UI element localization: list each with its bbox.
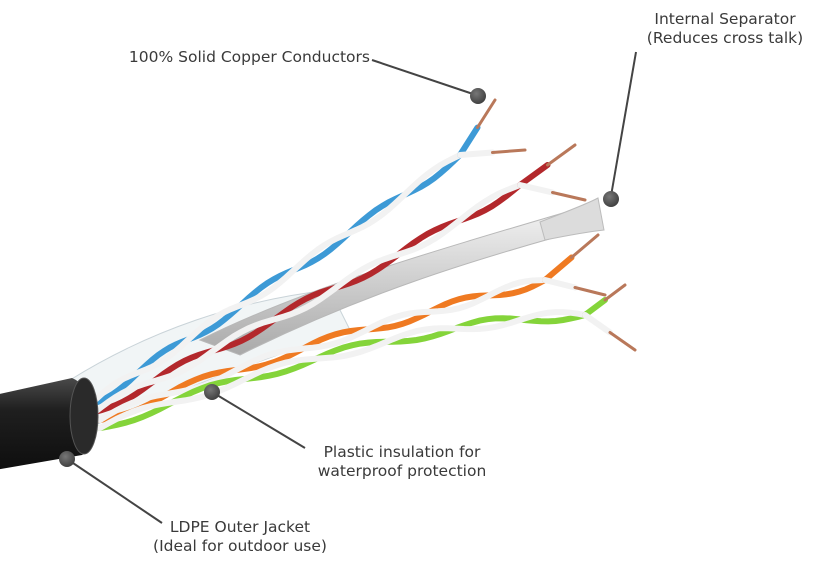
copper-tip bbox=[476, 98, 497, 129]
copper-tip bbox=[570, 233, 600, 259]
green-pair-end-insulation bbox=[582, 312, 613, 336]
red-pair-colored-wire bbox=[92, 182, 523, 415]
leader-line-jacket bbox=[66, 458, 163, 524]
orange-pair-end-insulation bbox=[542, 254, 575, 283]
copper-tip bbox=[603, 283, 627, 302]
blue-pair-white-wire bbox=[87, 152, 463, 408]
leader-line-separator bbox=[610, 51, 637, 197]
label-internal-separator: Internal Separator (Reduces cross talk) bbox=[630, 10, 820, 48]
label-solid-copper-conductors: 100% Solid Copper Conductors bbox=[80, 48, 370, 67]
label-line: (Reduces cross talk) bbox=[646, 29, 804, 47]
green-pair bbox=[97, 297, 613, 431]
red-pair-white-wire bbox=[92, 182, 523, 415]
leader-line-conductors bbox=[371, 59, 477, 96]
label-line: waterproof protection bbox=[317, 462, 487, 480]
label-line: LDPE Outer Jacket bbox=[169, 518, 311, 536]
copper-tip bbox=[573, 286, 607, 297]
callout-dot-conductors bbox=[470, 88, 486, 104]
copper-tip bbox=[546, 143, 577, 167]
twisted-pairs bbox=[87, 124, 613, 431]
blue-pair-end-insulation bbox=[457, 124, 481, 158]
label-line: 100% Solid Copper Conductors bbox=[128, 48, 370, 66]
red-pair-end-insulation bbox=[517, 162, 551, 188]
label-ldpe-outer-jacket: LDPE Outer Jacket (Ideal for outdoor use… bbox=[130, 518, 350, 556]
orange-pair-colored-wire bbox=[97, 277, 548, 423]
green-pair-white-wire bbox=[97, 309, 588, 431]
leader-line-insulation bbox=[211, 391, 306, 449]
label-line: Internal Separator bbox=[654, 10, 796, 28]
orange-pair-end-insulation bbox=[542, 277, 578, 291]
orange-pair-white-wire bbox=[97, 277, 548, 423]
red-pair bbox=[92, 162, 556, 415]
label-line: (Ideal for outdoor use) bbox=[153, 537, 327, 555]
label-plastic-insulation: Plastic insulation for waterproof protec… bbox=[292, 443, 512, 481]
blue-pair-end-insulation bbox=[457, 149, 496, 158]
copper-tip bbox=[551, 191, 587, 202]
blue-pair-colored-wire bbox=[87, 152, 463, 408]
label-line: Plastic insulation for bbox=[323, 443, 481, 461]
callout-dot-jacket bbox=[59, 451, 75, 467]
copper-conductor-tips bbox=[476, 98, 637, 352]
callout-dot-separator bbox=[603, 191, 619, 207]
copper-tip bbox=[491, 148, 527, 154]
blue-pair bbox=[87, 124, 496, 408]
callout-dot-insulation bbox=[204, 384, 220, 400]
internal-separator-flap bbox=[539, 197, 605, 241]
red-pair-end-insulation bbox=[517, 182, 556, 196]
green-pair-end-insulation bbox=[582, 297, 608, 318]
orange-pair bbox=[97, 254, 578, 423]
copper-tip bbox=[608, 331, 637, 352]
outer-jacket-end bbox=[69, 377, 99, 455]
green-pair-colored-wire bbox=[97, 312, 588, 431]
